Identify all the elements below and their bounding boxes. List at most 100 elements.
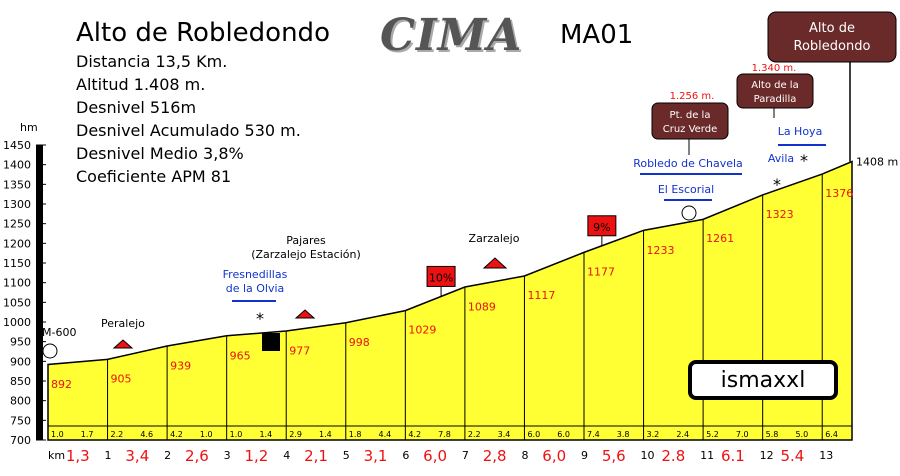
half-km-gradient: 5.0 [795,430,808,439]
y-tick-label: 900 [10,355,31,368]
stat-average-gradient: Desnivel Medio 3,8% [76,144,244,163]
climb-stats: Distancia 13,5 Km. Altitud 1.408 m. Desn… [76,50,301,188]
x-tick-label: 9 [581,449,588,462]
place-label: Zarzalejo [469,232,520,245]
half-km-gradient: 5.8 [766,430,779,439]
y-tick-label: 800 [10,395,31,408]
half-km-gradient: 1.7 [81,430,94,439]
segment-gradient-label: 3,4 [125,447,149,465]
segment-gradient-label: 6.1 [721,447,745,465]
half-km-gradient: 1.8 [349,430,362,439]
y-axis-ruler [36,145,43,440]
km-altitude-label: 1261 [706,232,734,245]
segment-gradient-label: 3,1 [364,447,388,465]
village-icon [482,257,508,269]
half-km-gradient: 2.2 [468,430,481,439]
km-altitude-label: 998 [349,336,370,349]
y-tick-label: 1000 [3,316,31,329]
y-tick-label: 1300 [3,198,31,211]
x-tick-label: 1 [105,449,112,462]
pass-altitude: 1.256 m. [670,91,715,102]
half-km-gradient: 1.0 [230,430,243,439]
stat-cumulative-gain: Desnivel Acumulado 530 m. [76,121,301,140]
segment-gradient-label: 5,6 [602,447,626,465]
segment-gradient-label: 6,0 [423,447,447,465]
x-tick-label: 10 [641,449,655,462]
pass-box [736,73,814,109]
half-km-gradient: 6.0 [527,430,540,439]
end-altitude-label: 1408 m [856,156,898,169]
cima-logo: CIMA [380,10,523,61]
y-tick-label: 950 [10,336,31,349]
stat-elevation-gain: Desnivel 516m [76,98,197,117]
pass-name: Alto de la [751,80,798,91]
y-tick-label: 1200 [3,237,31,250]
max-gradient-badge [426,265,456,287]
segment-gradient-label: 1,2 [245,447,269,465]
half-km-gradient: 6.0 [557,430,570,439]
place-label: Robledo de Chavela [633,157,743,170]
half-km-gradient: 5.2 [706,430,719,439]
place-label: Avila [768,152,794,165]
y-tick-label: 1350 [3,178,31,191]
half-km-gradient: 4.4 [379,430,392,439]
segment-gradient-label: 1,3 [66,447,90,465]
x-axis-label: km [48,449,65,462]
page-title: Alto de Robledondo [76,18,330,48]
half-km-gradient: 1.0 [51,430,64,439]
x-tick-label: 5 [343,449,350,462]
segment-gradient-label: 6,0 [542,447,566,465]
km-altitude-label: 939 [170,359,191,372]
summit-name: Robledondo [794,39,871,54]
km-altitude-label: 1089 [468,300,496,313]
km-altitude-label: 1177 [587,265,615,278]
half-km-gradient: 7.8 [438,430,451,439]
x-tick-label: 2 [164,449,171,462]
stat-distance: Distancia 13,5 Km. [76,52,228,71]
roundabout-icon [681,205,697,221]
half-km-gradient: 4.2 [408,430,421,439]
km-altitude-label: 1376 [825,187,853,200]
half-km-gradient: 7.4 [587,430,600,439]
junction-star-icon: * [256,309,264,328]
x-tick-label: 8 [521,449,528,462]
max-gradient-badge-label: 10% [429,271,453,284]
km-altitude-label: 1117 [527,289,555,302]
km-altitude-label: 977 [289,345,310,358]
village-icon [112,339,134,349]
km-altitude-label: 965 [230,350,251,363]
pass-name: Pt. de la [670,110,711,121]
max-gradient-badge-label: 9% [593,221,610,234]
place-label: Pajares [286,234,326,247]
half-km-gradient: 6.4 [825,430,838,439]
stat-apm-coefficient: Coeficiente APM 81 [76,167,232,186]
climb-code: MA01 [560,20,634,50]
km-altitude-label: 905 [111,373,132,386]
y-tick-label: 1100 [3,277,31,290]
place-label: Fresnedillas [223,268,288,281]
half-km-gradient: 1.4 [319,430,332,439]
y-tick-label: 1250 [3,218,31,231]
segment-gradient-label: 2,6 [185,447,209,465]
x-tick-label: 4 [283,449,290,462]
km-altitude-label: 892 [51,378,72,391]
half-km-gradient: 2.9 [289,430,302,439]
y-tick-label: 700 [10,434,31,447]
place-sublabel: de la Olvia [226,282,285,295]
x-tick-label: 7 [462,449,469,462]
x-tick-label: 6 [402,449,409,462]
x-tick-label: 12 [760,449,774,462]
place-label: El Escorial [658,183,714,196]
half-km-gradient: 3.8 [617,430,630,439]
half-km-gradient: 3.2 [647,430,660,439]
pass-name: Cruz Verde [663,124,718,135]
x-tick-label: 11 [700,449,714,462]
half-km-gradient: 1.4 [259,430,272,439]
km-altitude-label: 1029 [408,323,436,336]
y-tick-label: 1400 [3,159,31,172]
half-km-gradient: 4.6 [140,430,153,439]
stat-altitude: Altitud 1.408 m. [76,75,206,94]
half-km-gradient: 7.0 [736,430,749,439]
